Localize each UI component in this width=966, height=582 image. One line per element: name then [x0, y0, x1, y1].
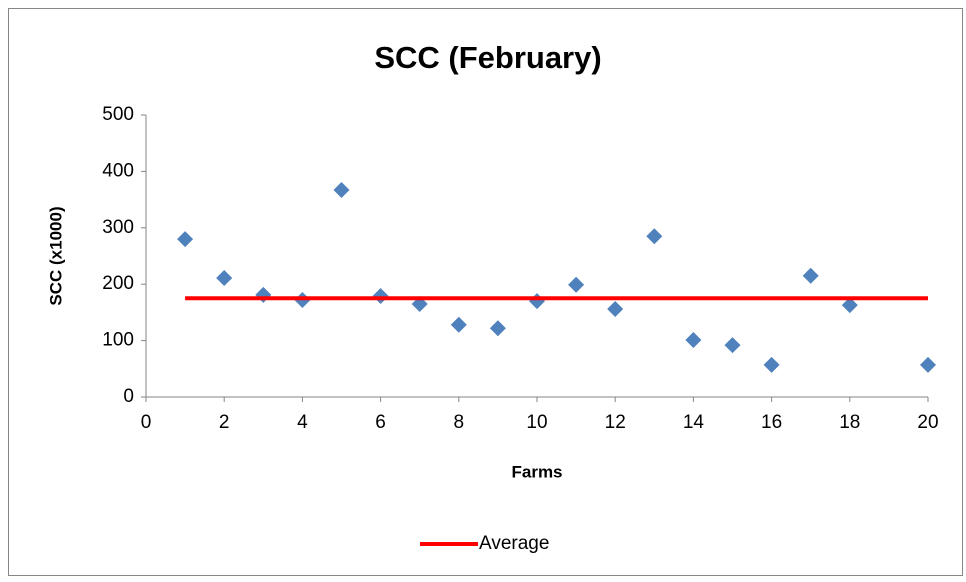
scatter-point [646, 228, 663, 245]
scatter-point [333, 182, 350, 199]
y-tick-label: 300 [102, 217, 134, 238]
legend-label: Average [479, 533, 549, 554]
x-tick-label: 10 [526, 412, 547, 433]
x-axis-label: Farms [511, 462, 562, 481]
scatter-point [802, 267, 819, 284]
chart-title: SCC (February) [374, 40, 601, 75]
scatter-point [920, 356, 936, 373]
scatter-point [216, 269, 233, 286]
y-axis-label: SCC (x1000) [46, 206, 65, 305]
chart-border [8, 8, 963, 576]
scatter-point [450, 316, 467, 333]
x-tick-label: 4 [297, 412, 308, 433]
scatter-point [685, 332, 702, 349]
scatter-point [607, 301, 624, 318]
x-tick-label: 6 [375, 412, 386, 433]
scatter-point [763, 356, 780, 373]
scatter-point [489, 320, 506, 337]
x-tick-label: 14 [683, 412, 705, 433]
y-tick-label: 500 [102, 104, 134, 125]
x-tick-label: 12 [605, 412, 626, 433]
x-tick-label: 16 [761, 412, 782, 433]
x-tick-label: 2 [219, 412, 230, 433]
scatter-point [841, 297, 858, 314]
y-tick-label: 200 [102, 273, 134, 294]
x-tick-label: 0 [141, 412, 152, 433]
x-tick-label: 18 [839, 412, 860, 433]
x-tick-label: 8 [454, 412, 465, 433]
y-tick-label: 0 [123, 386, 134, 407]
y-tick-label: 100 [102, 330, 134, 351]
scatter-point [724, 337, 741, 354]
x-tick-label: 20 [917, 412, 938, 433]
scatter-point [177, 231, 194, 248]
scatter-point [568, 276, 585, 293]
y-tick-label: 400 [102, 160, 134, 181]
